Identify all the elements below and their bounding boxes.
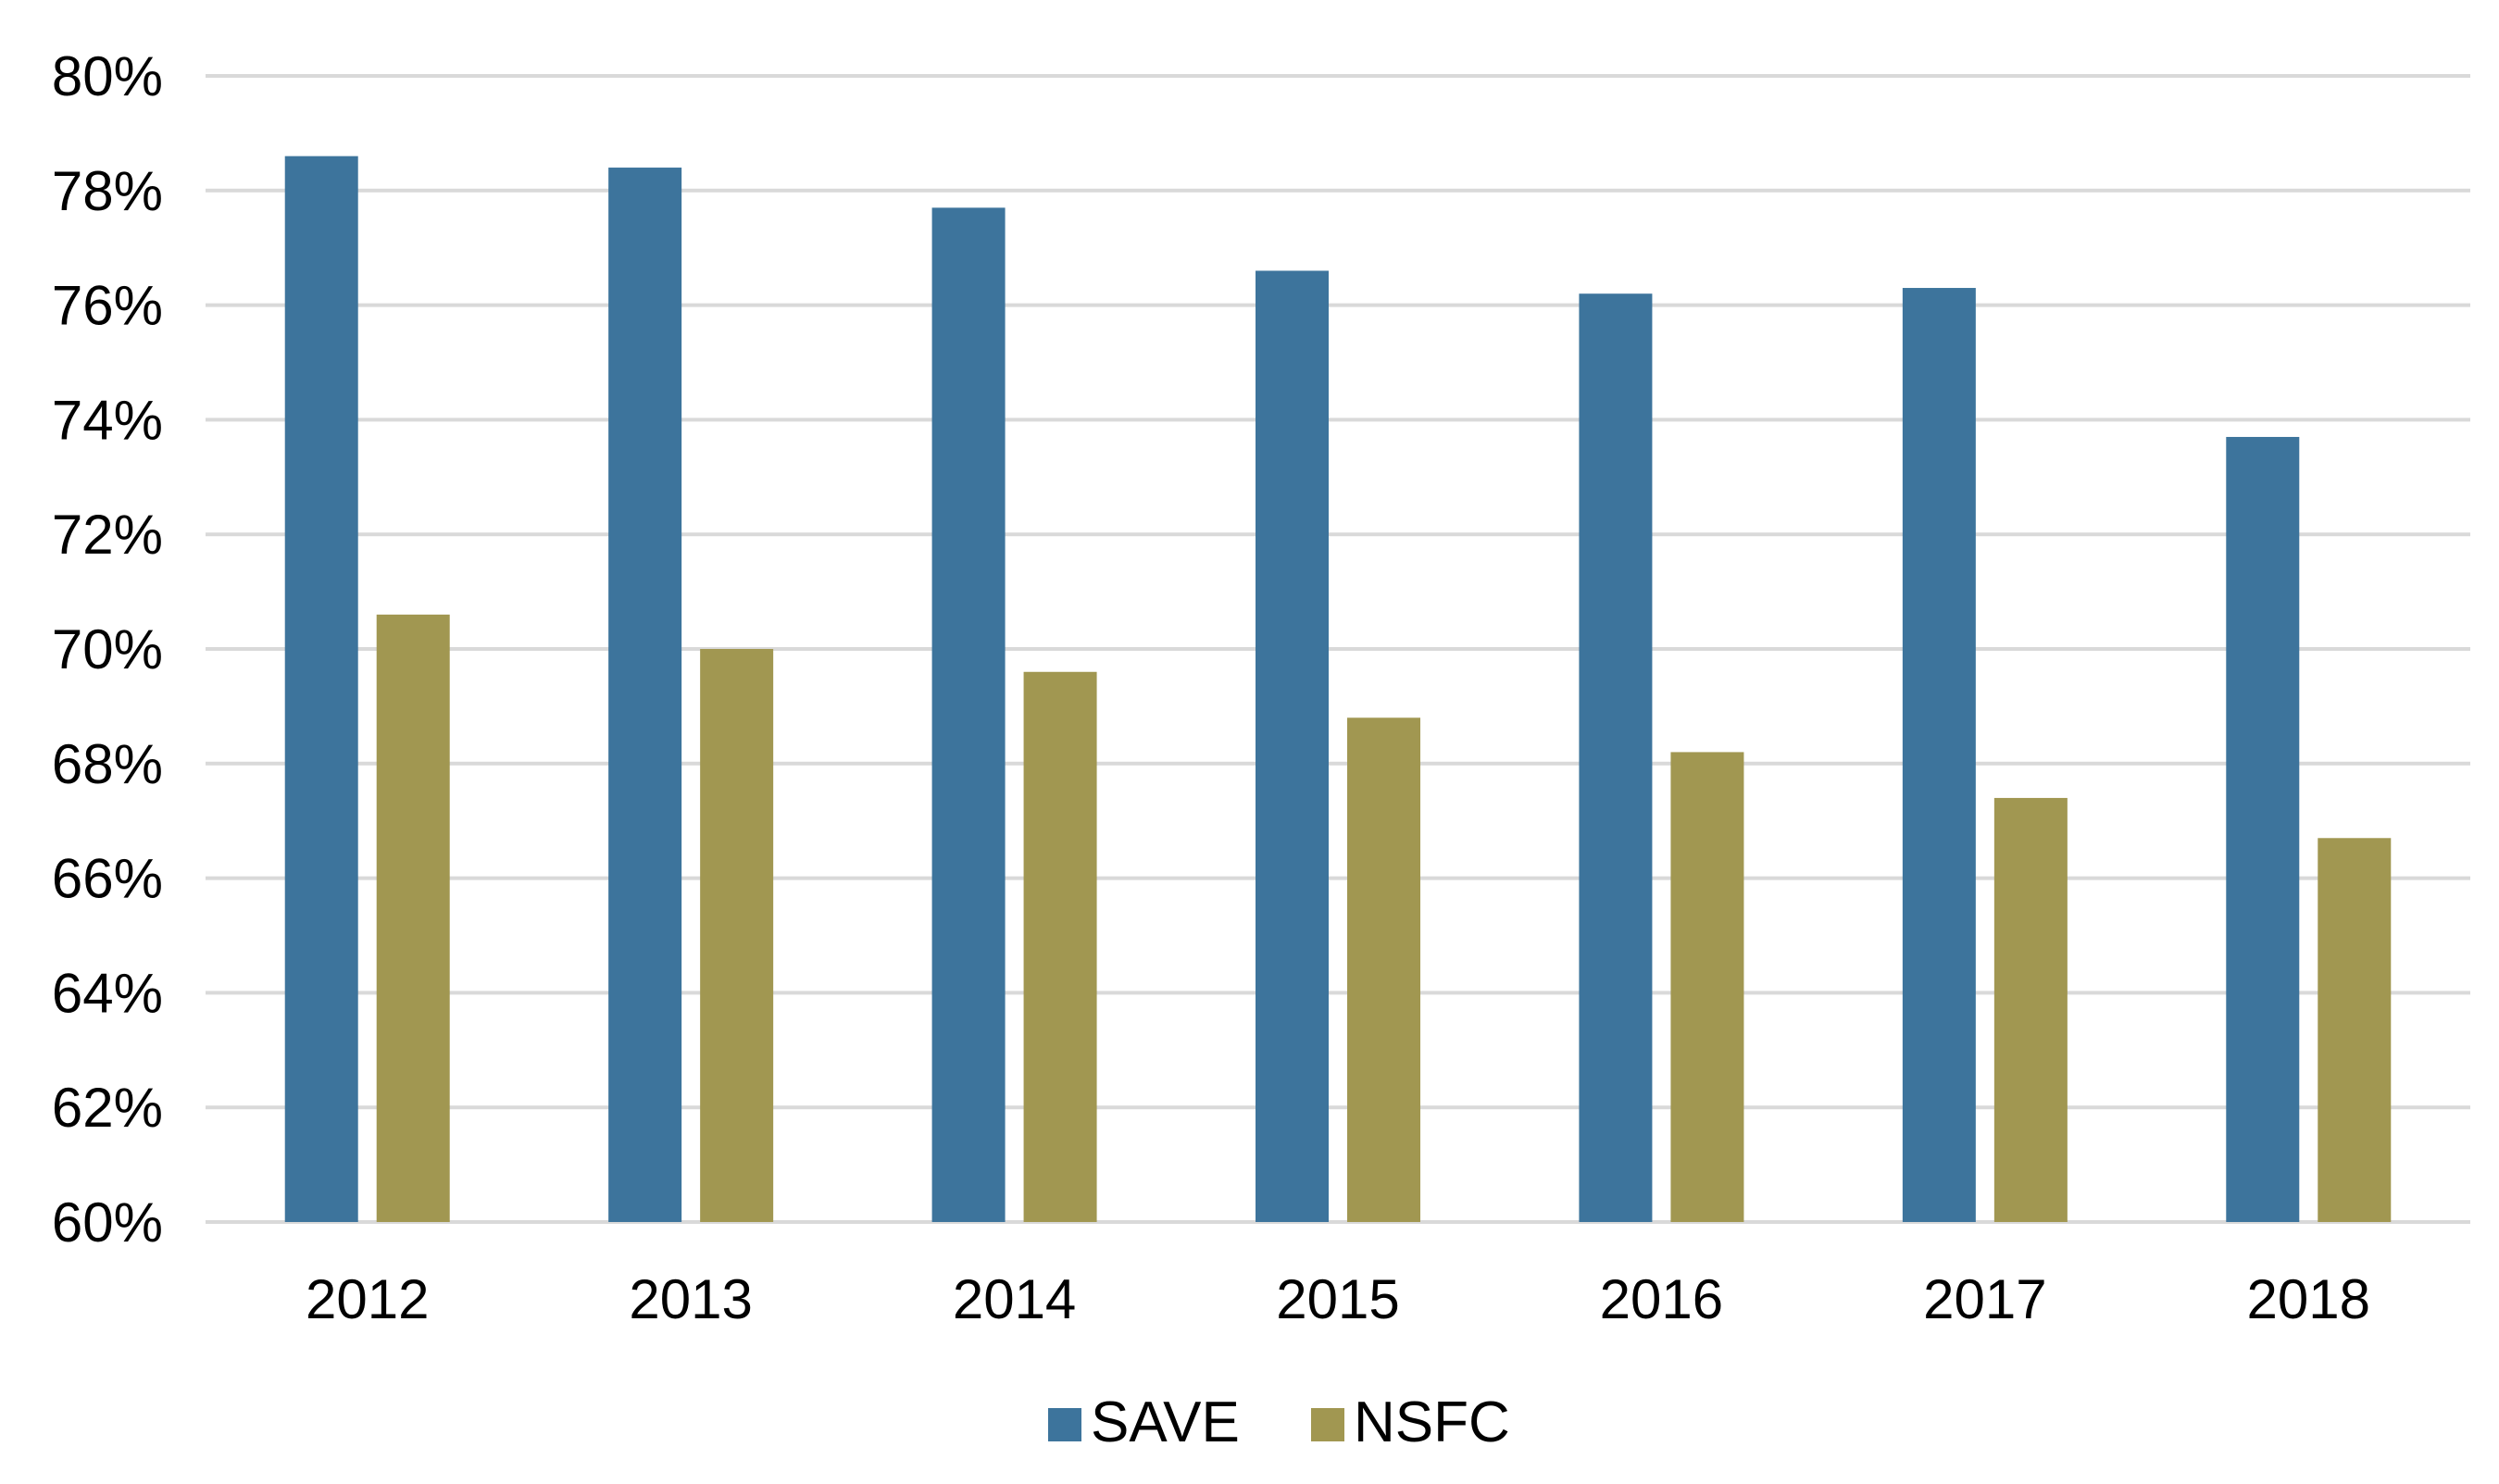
bar-nsfc-2016 (1670, 752, 1744, 1222)
bar-save-2013 (608, 168, 682, 1222)
x-tick-label: 2012 (306, 1268, 429, 1330)
bar-save-2015 (1256, 270, 1329, 1223)
bar-save-2018 (2226, 436, 2300, 1223)
legend-label-nsfc: NSFC (1354, 1390, 1510, 1454)
bar-save-2012 (284, 156, 358, 1222)
legend-swatch-save (1048, 1408, 1081, 1441)
bar-save-2014 (931, 207, 1006, 1222)
legend-label-save: SAVE (1091, 1390, 1240, 1454)
bar-nsfc-2018 (2318, 838, 2392, 1222)
x-tick-label: 2014 (953, 1268, 1076, 1330)
x-tick-label: 2015 (1276, 1268, 1399, 1330)
legend-swatch-nsfc (1311, 1408, 1344, 1441)
bar-save-2016 (1579, 293, 1653, 1223)
legend: SAVE NSFC (1048, 1390, 1510, 1454)
y-tick-label: 74% (52, 389, 163, 451)
gridlines (206, 74, 2470, 1224)
bar-nsfc-2017 (1993, 797, 2068, 1222)
bar-nsfc-2015 (1347, 717, 1420, 1222)
y-tick-label: 76% (52, 275, 163, 337)
y-tick-label: 60% (52, 1191, 163, 1253)
x-tick-label: 2013 (629, 1268, 752, 1330)
y-tick-label: 68% (52, 733, 163, 795)
y-axis-tick-labels: 60% 62% 64% 66% 68% 70% 72% 74% 76% 78% 80% (52, 45, 163, 1253)
y-tick-label: 64% (52, 962, 163, 1024)
y-tick-label: 66% (52, 848, 163, 910)
y-tick-label: 62% (52, 1077, 163, 1139)
x-tick-label: 2016 (1600, 1268, 1723, 1330)
y-tick-label: 70% (52, 618, 163, 680)
x-tick-label: 2018 (2247, 1268, 2370, 1330)
x-tick-label: 2017 (1923, 1268, 2046, 1330)
bar-nsfc-2012 (376, 614, 450, 1222)
bar-nsfc-2013 (700, 649, 774, 1222)
y-tick-label: 72% (52, 504, 163, 566)
y-tick-label: 80% (52, 45, 163, 107)
bar-save-2017 (1902, 288, 1976, 1222)
y-tick-label: 78% (52, 160, 163, 222)
x-axis-tick-labels: 2012 2013 2014 2015 2016 2017 2018 (306, 1268, 2370, 1330)
bars (284, 156, 2392, 1223)
bar-nsfc-2014 (1023, 671, 1097, 1222)
